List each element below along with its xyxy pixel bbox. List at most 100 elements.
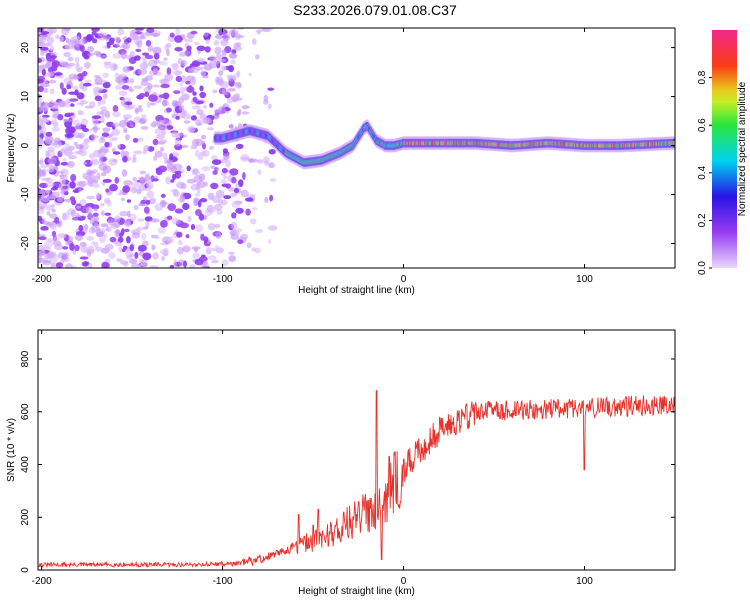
bottom-y-tick-label: 600 [20, 403, 31, 420]
spectrogram-noise-cell [61, 147, 71, 151]
spectrogram-noise-cell [91, 38, 98, 44]
spectrogram-noise-cell [119, 211, 129, 217]
spectrogram-noise-cell [182, 113, 191, 120]
spectrogram-noise-cell [137, 68, 147, 75]
spectrogram-noise-cell [129, 123, 134, 128]
spectrogram-noise-cell [211, 155, 218, 161]
spectrogram-noise-cell [176, 219, 182, 225]
spectrogram-noise-cell [191, 246, 201, 250]
spectrogram-noise-cell [40, 226, 49, 231]
spectrogram-noise-cell [160, 129, 167, 135]
spectrogram-noise-cell [60, 61, 69, 68]
spectrogram-noise-cell [186, 165, 191, 172]
spectrogram-noise-cell [248, 72, 252, 77]
spectrogram-noise-cell [116, 41, 121, 47]
spectrogram-noise-cell [144, 91, 150, 98]
spectrogram-noise-cell [117, 28, 124, 36]
spectrogram-noise-cell [53, 137, 62, 145]
spectrogram-noise-cell [103, 248, 108, 255]
spectrogram-noise-cell [160, 255, 166, 262]
spectrogram-noise-cell [72, 85, 79, 90]
spectrogram-noise-cell [100, 109, 109, 116]
spectrogram-noise-cell [47, 146, 55, 152]
spectrogram-noise-cell [64, 199, 72, 204]
spectrogram-noise-cell [50, 55, 57, 59]
spectrogram-noise-cell [154, 203, 163, 212]
spectrogram-noise-cell [251, 207, 258, 211]
spectrogram-noise-cell [237, 82, 242, 89]
spectrogram-noise-cell [197, 154, 204, 161]
spectrogram-noise-cell [51, 230, 57, 237]
spectrogram-noise-cell [145, 40, 152, 47]
spectrogram-noise-cell [147, 45, 153, 52]
spectrogram-noise-cell [41, 68, 46, 76]
spectrogram-noise-cell [68, 91, 78, 95]
spectrogram-noise-cell [185, 80, 191, 85]
spectrogram-noise-cell [190, 30, 198, 35]
spectrogram-noise-cell [41, 177, 50, 181]
spectrogram-noise-cell [181, 144, 189, 148]
spectrogram-noise-cell [38, 106, 44, 112]
spectrogram-noise-cell [80, 118, 89, 126]
spectrogram-noise-cell [66, 84, 72, 90]
spectrogram-noise-cell [99, 54, 108, 59]
spectrogram-noise-cell [216, 52, 222, 61]
spectrogram-noise-cell [180, 60, 185, 65]
spectrogram-noise-cell [122, 185, 130, 193]
spectrogram-noise-cell [152, 68, 159, 75]
spectrogram-noise-cell [38, 70, 44, 73]
spectrogram-noise-cell [228, 52, 238, 59]
spectrogram-noise-cell [44, 136, 55, 145]
spectrogram-noise-cell [92, 115, 101, 120]
spectrogram-noise-cell [75, 56, 80, 64]
spectrogram-noise-cell [121, 228, 125, 236]
spectrogram-noise-cell [116, 258, 123, 262]
spectrogram-noise-cell [113, 222, 121, 228]
spectrogram-noise-cell [222, 33, 230, 42]
spectrogram-noise-cell [69, 181, 76, 189]
spectrogram-noise-cell [233, 147, 239, 151]
spectrogram-noise-cell [198, 122, 203, 126]
spectrogram-noise-cell [63, 253, 68, 260]
spectrogram-noise-cell [199, 91, 207, 99]
spectrogram-noise-cell [54, 72, 63, 76]
spectrogram-noise-cell [234, 46, 243, 52]
spectrogram-noise-cell [82, 161, 87, 165]
spectrogram-noise-cell [112, 63, 118, 70]
spectrogram-noise-cell [129, 29, 136, 37]
spectrogram-noise-cell [121, 41, 130, 50]
spectrogram-noise-cell [196, 45, 206, 52]
spectrogram-noise-cell [158, 119, 165, 124]
spectrogram-noise-cell [78, 149, 88, 157]
spectrogram-noise-cell [47, 157, 57, 165]
spectrogram-noise-cell [233, 230, 240, 236]
spectrogram-noise-cell [237, 97, 243, 101]
spectrogram-cells [38, 28, 675, 268]
spectrogram-noise-cell [233, 187, 240, 194]
spectrogram-noise-cell [103, 197, 111, 204]
spectrogram-noise-cell [186, 45, 192, 52]
spectrogram-noise-cell [84, 62, 91, 69]
spectrogram-noise-cell [200, 134, 207, 140]
spectrogram-noise-cell [145, 54, 154, 60]
spectrogram-noise-cell [140, 32, 145, 39]
spectrogram-noise-cell [221, 49, 227, 56]
spectrogram-noise-cell [73, 141, 78, 146]
spectrogram-noise-cell [142, 149, 147, 155]
spectrogram-noise-cell [240, 233, 248, 240]
spectrogram-noise-cell [46, 168, 55, 173]
spectrogram-noise-cell [194, 248, 198, 253]
spectrogram-noise-cell [57, 170, 65, 174]
spectrogram-noise-cell [78, 224, 84, 232]
spectrogram-noise-cell [185, 75, 195, 82]
spectrogram-noise-cell [235, 34, 245, 39]
spectrogram-noise-cell [192, 91, 197, 96]
spectrogram-noise-cell [178, 239, 183, 246]
spectrogram-noise-cell [263, 28, 273, 33]
spectrogram-noise-cell [51, 118, 57, 125]
spectrogram-noise-cell [51, 60, 60, 68]
spectrogram-noise-cell [210, 247, 216, 252]
spectrogram-noise-cell [69, 98, 79, 102]
spectrogram-noise-cell [121, 85, 130, 90]
spectrogram-noise-cell [242, 172, 246, 180]
